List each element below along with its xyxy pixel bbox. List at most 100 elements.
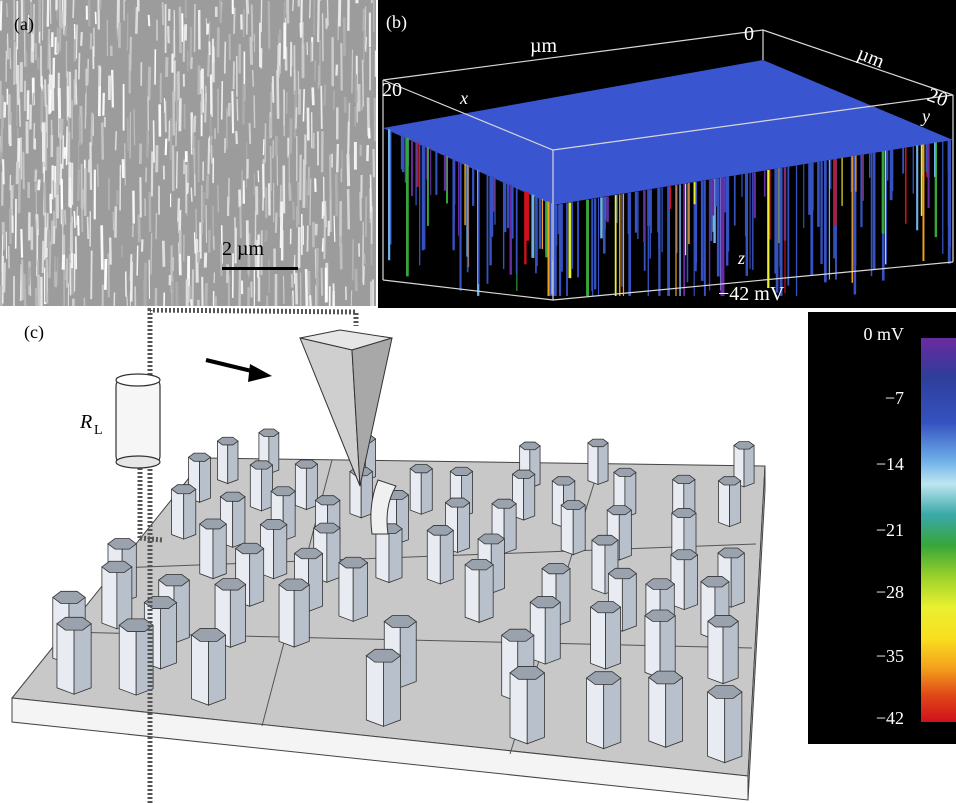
nanowire-streak bbox=[111, 69, 115, 108]
nanowire-streak bbox=[191, 269, 195, 306]
nanowire-streak bbox=[245, 0, 250, 14]
nanowire-streak bbox=[55, 146, 60, 194]
nanowire-streak bbox=[367, 127, 371, 139]
axis-z: z bbox=[737, 248, 745, 268]
nanowire-streak bbox=[69, 222, 73, 252]
nanowire-streak bbox=[37, 179, 41, 191]
nanowire-streak bbox=[274, 212, 278, 233]
nanowire bbox=[426, 525, 454, 585]
nanowire-streak bbox=[185, 182, 189, 195]
nanowire-streak bbox=[291, 295, 294, 306]
nanowire-streak bbox=[205, 205, 208, 243]
nanowire-streak bbox=[265, 295, 269, 306]
nanowire-streak bbox=[147, 14, 151, 27]
nanowire-streak bbox=[136, 245, 139, 276]
colorbar-tick: −28 bbox=[875, 582, 904, 602]
nanowire bbox=[670, 549, 699, 611]
nanowire bbox=[733, 441, 755, 488]
nanowire bbox=[509, 666, 546, 745]
nanowire bbox=[560, 500, 586, 556]
nanowire-streak bbox=[46, 259, 49, 293]
nanowire-streak bbox=[129, 36, 133, 72]
nanowire-streak bbox=[178, 6, 182, 53]
nanowire-streak bbox=[300, 0, 303, 35]
afm-tip bbox=[299, 329, 393, 487]
nanowire bbox=[587, 438, 609, 486]
nanowire bbox=[234, 542, 265, 607]
wireframe-box bbox=[382, 29, 954, 301]
nanowire-streak bbox=[133, 109, 136, 146]
nanowire-streak bbox=[80, 32, 83, 46]
nanowire-streak bbox=[75, 24, 78, 59]
nanowire-streak bbox=[58, 0, 62, 28]
nanowire bbox=[259, 519, 288, 580]
nanowire bbox=[170, 484, 197, 540]
nanowire-streak bbox=[61, 135, 65, 169]
nanowire-streak bbox=[21, 259, 24, 300]
nanowire-streak bbox=[317, 65, 320, 89]
nanowire-streak bbox=[96, 164, 99, 187]
nanowire-streak bbox=[193, 232, 196, 254]
nanowire-streak bbox=[337, 0, 342, 27]
nanowire-streak bbox=[302, 159, 306, 208]
nanowire-streak bbox=[55, 0, 58, 11]
nanowire-streak bbox=[175, 281, 179, 306]
nanowire-streak bbox=[204, 93, 207, 123]
nanowire-streak bbox=[293, 90, 297, 138]
top-surface bbox=[383, 60, 953, 205]
nanowire-streak bbox=[161, 240, 166, 267]
nanowire-streak bbox=[279, 201, 284, 249]
nanowire-streak bbox=[346, 121, 350, 163]
nanowire-streak bbox=[250, 4, 254, 42]
nanowire-streak bbox=[0, 0, 3, 31]
nanowire-streak bbox=[236, 98, 239, 121]
nanowire bbox=[644, 609, 676, 679]
nanowire-streak bbox=[62, 147, 67, 159]
panel-c-schematic: R L (c) bbox=[0, 308, 808, 803]
nanowire-streak bbox=[150, 232, 153, 275]
nanowire-streak bbox=[207, 53, 211, 77]
nanowire bbox=[606, 505, 633, 561]
colorbar-gradient bbox=[921, 338, 956, 722]
circuit-wire bbox=[137, 308, 359, 803]
nanowire-streak bbox=[134, 7, 139, 34]
nanowire-streak bbox=[64, 25, 68, 37]
nanowire-streak bbox=[304, 268, 309, 306]
nanowire-streak bbox=[321, 238, 325, 252]
nanowire bbox=[585, 671, 622, 750]
colorbar-tick: −35 bbox=[875, 646, 904, 666]
nanowire-streak bbox=[361, 94, 364, 111]
nanowire-streak bbox=[311, 87, 315, 106]
nanowire-streak bbox=[234, 217, 237, 264]
nanowire-streak bbox=[210, 144, 213, 164]
nanowire-streak bbox=[351, 49, 354, 94]
nanowire-streak bbox=[66, 86, 70, 122]
panel-a-sem-image: (a) 2 µm bbox=[0, 0, 376, 306]
nanowire-streak bbox=[2, 159, 5, 185]
nanowire-streak bbox=[90, 112, 94, 146]
nanowire-streak bbox=[248, 123, 252, 144]
nanowire-streak bbox=[295, 107, 298, 129]
nanowire-streak bbox=[77, 215, 80, 236]
nanowire-streak bbox=[220, 81, 224, 120]
nanowire-streak bbox=[289, 118, 293, 154]
nanowire-schematic: R L bbox=[11, 308, 766, 803]
nanowire bbox=[187, 452, 212, 503]
resistor-subscript: L bbox=[94, 423, 103, 438]
nanowire-streak bbox=[129, 254, 133, 282]
nanowire-streak bbox=[227, 102, 231, 117]
nanowire-streak bbox=[326, 0, 329, 26]
nanowire-streak bbox=[89, 142, 93, 190]
nanowire-streak bbox=[217, 185, 220, 213]
nanowire-streak bbox=[77, 52, 81, 80]
nanowire-streak bbox=[309, 295, 312, 306]
nanowire bbox=[706, 685, 743, 764]
colorbar-tick: −21 bbox=[875, 520, 904, 540]
nanowire-streak bbox=[60, 118, 64, 138]
potential-map-plot: µm 0 µm 20 20 x y z −42 mV bbox=[382, 23, 954, 305]
nanowire-streak bbox=[49, 0, 52, 24]
sem-nanowire-texture bbox=[0, 0, 376, 306]
nanowire-streak bbox=[52, 180, 55, 201]
nanowire-streak bbox=[46, 229, 51, 249]
panel-b-3d-potential-map: µm 0 µm 20 20 x y z −42 mV (b) bbox=[378, 0, 956, 308]
